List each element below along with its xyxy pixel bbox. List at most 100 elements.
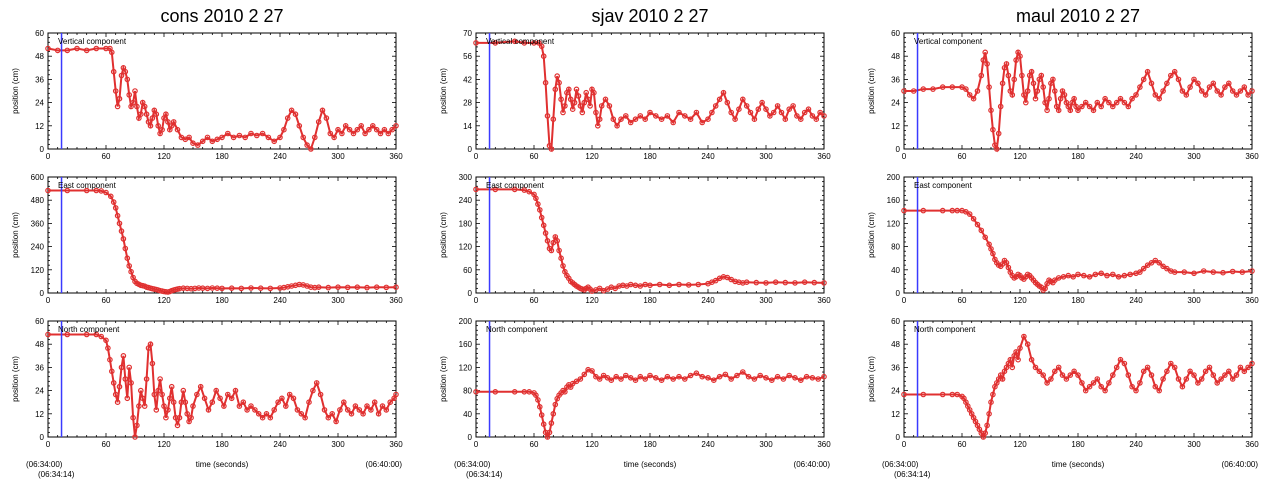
- data-point: [739, 96, 746, 103]
- component-label: East component: [58, 181, 117, 190]
- data-point: [540, 222, 547, 229]
- data-point: [542, 230, 549, 236]
- data-point: [134, 103, 140, 110]
- data-point: [282, 403, 289, 409]
- data-point: [248, 403, 254, 409]
- y-tick-label: 160: [459, 340, 473, 349]
- y-tick-label: 0: [896, 433, 901, 442]
- data-point: [803, 373, 810, 380]
- data-point: [1021, 92, 1027, 98]
- y-axis-label: position (cm): [867, 356, 876, 402]
- data-point: [98, 188, 105, 194]
- y-axis-label: position (cm): [867, 212, 876, 258]
- data-point: [315, 119, 322, 125]
- data-point: [526, 388, 533, 395]
- data-point: [1237, 88, 1244, 94]
- data-point: [236, 132, 243, 139]
- data-point: [186, 134, 192, 141]
- data-point: [984, 61, 990, 67]
- data-point: [110, 199, 117, 205]
- data-point: [110, 380, 117, 386]
- time-end-label: (06:40:00): [794, 460, 831, 469]
- data-point: [1179, 383, 1186, 390]
- data-point: [732, 116, 738, 123]
- data-point: [647, 282, 653, 289]
- data-point: [147, 341, 154, 348]
- data-point: [656, 281, 663, 288]
- data-point: [393, 123, 399, 129]
- data-point: [64, 331, 71, 338]
- data-point: [147, 123, 154, 129]
- data-point: [112, 391, 119, 398]
- y-tick-label: 0: [468, 289, 473, 298]
- data-point: [1042, 99, 1048, 106]
- x-tick-label: 180: [643, 152, 657, 161]
- data-point: [1140, 368, 1147, 375]
- data-point: [356, 407, 363, 413]
- y-tick-label: 0: [896, 145, 901, 154]
- y-tick-label: 120: [31, 266, 45, 275]
- data-point: [124, 395, 131, 402]
- x-tick-label: 300: [1187, 440, 1201, 449]
- data-point: [970, 216, 977, 222]
- x-tick-label: 300: [1187, 152, 1201, 161]
- data-point: [565, 86, 572, 93]
- data-point: [1195, 380, 1201, 386]
- y-tick-label: 70: [463, 29, 472, 38]
- data-point: [670, 376, 677, 382]
- data-point: [217, 395, 223, 402]
- data-point: [536, 207, 543, 213]
- y-tick-label: 200: [887, 173, 901, 182]
- data-point: [151, 391, 158, 398]
- data-point: [745, 373, 752, 380]
- data-point: [772, 279, 779, 286]
- station-2: maul 2010 2 270 60 120 180 240 300 36001224364…: [867, 6, 1259, 479]
- data-point: [755, 106, 762, 113]
- y-axis-label: position (cm): [11, 212, 20, 258]
- data-point: [1110, 103, 1116, 110]
- component-label: North component: [58, 325, 120, 334]
- data-point: [354, 126, 361, 133]
- y-tick-label: 48: [35, 52, 44, 61]
- data-point: [1067, 372, 1074, 378]
- data-point: [492, 186, 499, 193]
- data-point: [1226, 80, 1232, 87]
- data-point: [562, 103, 568, 109]
- data-point: [1137, 269, 1143, 275]
- data-point: [1071, 95, 1077, 102]
- data-point: [757, 372, 764, 379]
- time-end-label: (06:40:00): [1222, 460, 1259, 469]
- component-label: Vertical component: [914, 37, 983, 46]
- data-point: [141, 403, 148, 409]
- x-tick-label: 0: [902, 152, 907, 161]
- data-point: [143, 111, 150, 118]
- data-point: [252, 407, 258, 413]
- data-point: [712, 277, 719, 284]
- data-point: [209, 138, 216, 145]
- data-point: [594, 123, 601, 129]
- data-point: [1239, 269, 1246, 275]
- data-point: [685, 282, 692, 288]
- data-point: [1067, 107, 1074, 114]
- data-point: [569, 106, 576, 113]
- data-point: [930, 86, 936, 92]
- data-point: [1117, 356, 1124, 363]
- data-point: [358, 123, 365, 129]
- data-point: [548, 146, 555, 152]
- component-label: Vertical component: [58, 37, 127, 46]
- data-point: [1249, 88, 1255, 94]
- data-point: [743, 103, 750, 109]
- plot-frame: [475, 320, 825, 438]
- data-point: [562, 388, 568, 395]
- time-marker-label: (06:34:14): [466, 470, 503, 479]
- data-point: [1133, 387, 1139, 394]
- data-point: [373, 126, 380, 133]
- data-point: [1055, 107, 1062, 114]
- data-point: [1009, 92, 1016, 98]
- data-point: [792, 280, 798, 286]
- data-point: [1052, 277, 1058, 284]
- data-point: [627, 119, 634, 126]
- x-tick-label: 60: [530, 152, 539, 161]
- data-point: [817, 109, 823, 116]
- data-point: [687, 116, 694, 123]
